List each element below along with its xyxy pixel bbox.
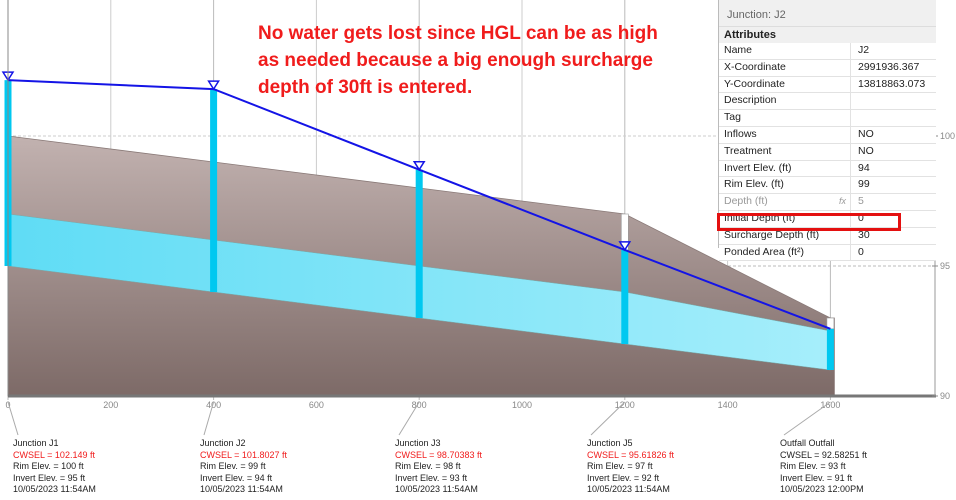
property-row[interactable]: Invert Elev. (ft) 94	[719, 160, 936, 178]
manhole-water	[210, 89, 218, 293]
property-key: Rim Elev. (ft)	[719, 177, 851, 194]
node-label: Outfall Outfall CWSEL = 92.58251 ft Rim El…	[780, 438, 867, 496]
property-row[interactable]: Ponded Area (ft²) 0	[719, 244, 936, 262]
property-row[interactable]: Rim Elev. (ft) 99	[719, 177, 936, 195]
property-value[interactable]: 13818863.073	[858, 77, 926, 90]
x-tick-label: 0	[5, 400, 10, 410]
label-leader-line	[7, 401, 19, 436]
property-value[interactable]: NO	[858, 144, 874, 157]
node-time: 10/05/2023 11:54AM	[587, 484, 670, 494]
property-key: Depth (ft) fx	[719, 194, 851, 210]
node-name: Junction J5	[587, 438, 633, 448]
property-row[interactable]: Tag	[719, 110, 936, 127]
node-time: 10/05/2023 11:54AM	[200, 484, 283, 494]
water-level-marker-icon	[412, 160, 426, 172]
node-invert: Invert Elev. = 93 ft	[395, 472, 468, 483]
label-leader-line	[398, 401, 420, 436]
node-invert: Invert Elev. = 94 ft	[200, 472, 273, 483]
x-tick-label: 400	[206, 400, 221, 410]
property-key: Invert Elev. (ft)	[719, 160, 851, 177]
node-time: 10/05/2023 11:54AM	[13, 484, 96, 494]
label-leader-line	[203, 401, 215, 436]
property-key: Description	[719, 93, 851, 110]
x-tick-label: 600	[309, 400, 324, 410]
node-invert: Invert Elev. = 95 ft	[13, 472, 86, 483]
panel-section: Attributes	[724, 29, 776, 41]
node-time: 10/05/2023 11:54AM	[395, 484, 478, 494]
node-invert: Invert Elev. = 91 ft	[780, 472, 853, 483]
property-key: Surcharge Depth (ft)	[719, 227, 851, 244]
x-tick-label: 800	[412, 400, 427, 410]
node-rim: Rim Elev. = 98 ft	[395, 461, 461, 471]
node-rim: Rim Elev. = 97 ft	[587, 461, 653, 471]
property-row[interactable]: Surcharge Depth (ft) 30	[719, 227, 936, 245]
x-tick-label: 1200	[615, 400, 635, 410]
property-row[interactable]: Inflows NO	[719, 126, 936, 144]
node-name: Junction J1	[13, 438, 59, 448]
node-invert: Invert Elev. = 92 ft	[587, 472, 660, 483]
property-key: Name	[719, 43, 851, 59]
property-row[interactable]: Y-Coordinate 13818863.073	[719, 76, 936, 94]
node-label: Junction J5 CWSEL = 95.61826 ft Rim Elev. …	[587, 438, 674, 496]
label-leader-line	[590, 401, 626, 436]
property-value[interactable]: 0	[858, 245, 864, 258]
property-panel: Junction: J2 Attributes Name J2 X-Coordina…	[718, 0, 936, 262]
property-row[interactable]: Name J2	[719, 43, 936, 60]
y-tick-label: 90	[940, 391, 950, 401]
node-cwsel: CWSEL = 92.58251 ft	[780, 449, 867, 460]
property-row[interactable]: Description	[719, 93, 936, 111]
property-value[interactable]: 2991936.367	[858, 60, 920, 73]
x-tick-label: 200	[103, 400, 118, 410]
node-rim: Rim Elev. = 99 ft	[200, 461, 266, 471]
node-name: Outfall Outfall	[780, 438, 835, 448]
y-tick-label: 95	[940, 261, 950, 271]
node-name: Junction J3	[395, 438, 441, 448]
node-time: 10/05/2023 12:00PM	[780, 484, 864, 494]
property-key: Treatment	[719, 143, 851, 160]
property-value[interactable]: 30	[858, 228, 870, 241]
manhole-water	[415, 169, 423, 318]
node-rim: Rim Elev. = 100 ft	[13, 461, 84, 471]
property-value[interactable]: 5	[858, 195, 864, 208]
node-cwsel: CWSEL = 101.8027 ft	[200, 449, 287, 460]
x-tick-label: 1000	[512, 400, 532, 410]
property-value[interactable]	[851, 110, 858, 126]
property-key: Inflows	[719, 126, 851, 143]
property-value[interactable]: 99	[858, 178, 870, 191]
property-key: Y-Coordinate	[719, 76, 851, 93]
label-leader-line	[783, 401, 831, 436]
property-value[interactable]	[851, 93, 858, 109]
property-value[interactable]: 0	[858, 211, 864, 224]
x-tick-label: 1400	[718, 400, 738, 410]
node-label: Junction J2 CWSEL = 101.8027 ft Rim Elev. …	[200, 438, 287, 496]
y-tick-label: 100	[940, 131, 955, 141]
node-cwsel: CWSEL = 102.149 ft	[13, 449, 95, 460]
manhole-water	[826, 328, 834, 370]
node-label: Junction J1 CWSEL = 102.149 ft Rim Elev. =…	[13, 438, 96, 496]
node-rim: Rim Elev. = 93 ft	[780, 461, 846, 471]
property-value[interactable]: 94	[858, 161, 870, 174]
annotation-text: No water gets lost since HGL can be as h…	[258, 23, 658, 98]
property-row[interactable]: Treatment NO	[719, 143, 936, 161]
node-cwsel: CWSEL = 95.61826 ft	[587, 449, 674, 460]
fx-icon: fx	[838, 196, 846, 207]
node-name: Junction J2	[200, 438, 246, 448]
property-key: X-Coordinate	[719, 59, 851, 76]
node-cwsel: CWSEL = 98.70383 ft	[395, 449, 482, 460]
property-value[interactable]: NO	[858, 127, 874, 140]
panel-title: Junction: J2	[719, 0, 936, 27]
node-label: Junction J3 CWSEL = 98.70383 ft Rim Elev. …	[395, 438, 482, 496]
surcharge-highlight-box	[717, 213, 901, 231]
property-value[interactable]: J2	[858, 44, 870, 56]
property-row[interactable]: Depth (ft) fx 5	[719, 194, 936, 211]
property-row[interactable]: X-Coordinate 2991936.367	[719, 59, 936, 77]
water-level-marker-icon	[618, 241, 632, 252]
manhole-water	[621, 249, 629, 344]
water-level-marker-icon	[207, 80, 220, 91]
property-key: Tag	[719, 110, 851, 126]
property-key: Ponded Area (ft²)	[719, 244, 851, 261]
x-tick-label: 1600	[820, 400, 840, 410]
